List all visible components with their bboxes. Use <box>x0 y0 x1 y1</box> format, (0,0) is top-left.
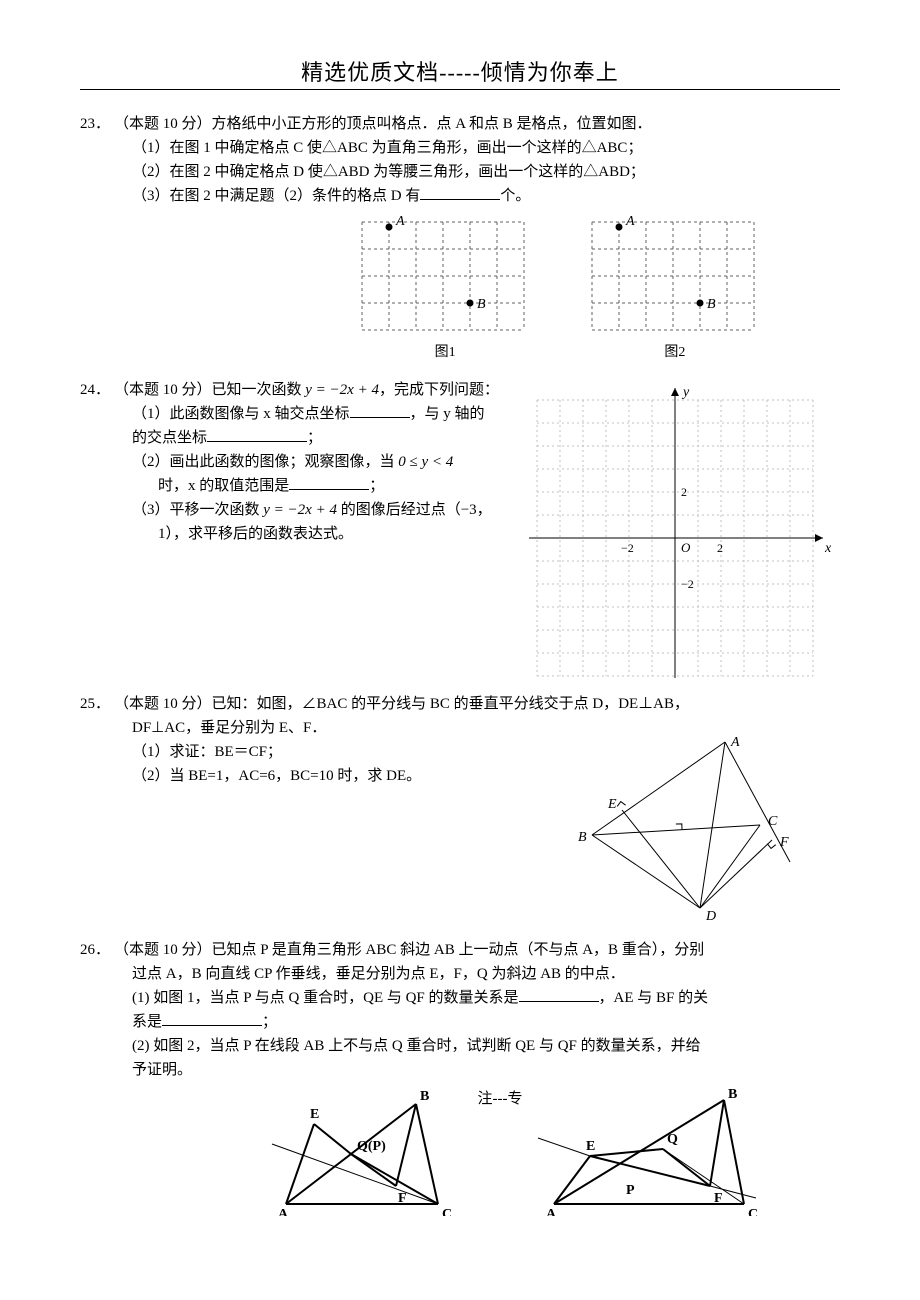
svg-text:F: F <box>398 1191 407 1206</box>
q26-num: 26． <box>80 938 114 962</box>
question-24: Ox y 2 −2 2 −2 24．（本题 10 分）已知一次函数 y = −2x + 4… <box>80 378 840 678</box>
q23-fig1-label: 图1 <box>350 342 540 364</box>
q25-figure: A B C D E F <box>560 730 810 920</box>
q23-stem-text: （本题 10 分）方格纸中小正方形的顶点叫格点．点 A 和点 B 是格点，位置如… <box>114 116 652 132</box>
q26-p1a: (1) 如图 1，当点 P 与点 Q 重合时，QE 与 QF 的数量关系是 <box>132 990 519 1006</box>
q23-stem: 23．（本题 10 分）方格纸中小正方形的顶点叫格点．点 A 和点 B 是格点，… <box>80 112 840 136</box>
header-rule <box>80 89 840 90</box>
question-26: 26．（本题 10 分）已知点 P 是直角三角形 ABC 斜边 AB 上一动点（… <box>80 938 840 1216</box>
q23-figures: AB 图1 AB 图2 <box>80 212 840 364</box>
q24-p1d: ； <box>307 430 322 446</box>
q23-p3b: 个。 <box>500 188 530 204</box>
q26-p1-line2: 系是 ； <box>80 1010 840 1034</box>
svg-text:−2: −2 <box>621 541 634 555</box>
q23-p3a: （3）在图 2 中满足题（2）条件的格点 D 有 <box>132 188 420 204</box>
svg-text:y: y <box>681 385 690 400</box>
q24-fn: y = −2x + 4 <box>305 382 379 398</box>
q23-p3: （3）在图 2 中满足题（2）条件的格点 D 有 个。 <box>80 184 840 208</box>
svg-text:D: D <box>705 909 716 920</box>
question-23: 23．（本题 10 分）方格纸中小正方形的顶点叫格点．点 A 和点 B 是格点，… <box>80 112 840 364</box>
q26-stem-text: （本题 10 分）已知点 P 是直角三角形 ABC 斜边 AB 上一动点（不与点… <box>114 942 704 958</box>
svg-text:B: B <box>420 1089 429 1104</box>
svg-text:2: 2 <box>717 541 723 555</box>
q26-p1c: 系是 <box>132 1014 162 1030</box>
svg-text:A: A <box>546 1207 557 1216</box>
q26-p1-line1: (1) 如图 1，当点 P 与点 Q 重合时，QE 与 QF 的数量关系是 ，AE… <box>80 986 840 1010</box>
q24-stem-b: ，完成下列问题： <box>379 382 499 398</box>
q26-mid-note: 注---专 <box>478 1091 523 1107</box>
q26-blank2[interactable] <box>162 1012 262 1026</box>
svg-text:−2: −2 <box>681 577 694 591</box>
q26-p2: (2) 如图 2，当点 P 在线段 AB 上不与点 Q 重合时，试判断 QE 与… <box>80 1034 840 1058</box>
svg-text:A: A <box>625 214 635 229</box>
q26-p1d: ； <box>262 1014 277 1030</box>
q24-p1b: ，与 y 轴的 <box>410 406 485 422</box>
svg-text:P: P <box>626 1183 635 1198</box>
q25-stem: 25．（本题 10 分）已知：如图，∠BAC 的平分线与 BC 的垂直平分线交于… <box>80 692 840 716</box>
q25-num: 25． <box>80 692 114 716</box>
svg-text:A: A <box>730 735 740 750</box>
svg-text:O: O <box>681 540 691 555</box>
q24-rng: 0 ≤ y < 4 <box>398 454 453 470</box>
q26-figures: A B C E F Q(P) 注---专 A B C E F Q P <box>80 1086 840 1216</box>
svg-text:C: C <box>768 814 778 829</box>
q23-grid1: AB <box>350 212 540 340</box>
q24-p3a: （3）平移一次函数 <box>132 502 263 518</box>
q26-stem: 26．（本题 10 分）已知点 P 是直角三角形 ABC 斜边 AB 上一动点（… <box>80 938 840 962</box>
svg-text:A: A <box>395 214 405 229</box>
q26-p2b: 予证明。 <box>80 1058 840 1082</box>
q23-blank[interactable] <box>420 186 500 200</box>
q24-axes: Ox y 2 −2 2 −2 <box>510 378 840 678</box>
svg-text:E: E <box>310 1107 319 1122</box>
svg-text:F: F <box>714 1191 723 1206</box>
svg-text:B: B <box>477 297 486 312</box>
q26-fig2: A B C E F Q P <box>534 1086 764 1216</box>
q26-fig1: A B C E F Q(P) <box>266 1086 466 1216</box>
svg-text:x: x <box>824 541 832 556</box>
q23-p1: （1）在图 1 中确定格点 C 使△ABC 为直角三角形，画出一个这样的△ABC… <box>80 136 840 160</box>
q23-fig2-label: 图2 <box>580 342 770 364</box>
svg-text:2: 2 <box>681 485 687 499</box>
q25-stem-text: （本题 10 分）已知：如图，∠BAC 的平分线与 BC 的垂直平分线交于点 D… <box>114 696 689 712</box>
q24-p2b: 时，x 的取值范围是 <box>158 478 289 494</box>
svg-text:B: B <box>728 1087 737 1102</box>
svg-text:Q(P): Q(P) <box>357 1139 386 1154</box>
q23-p2: （2）在图 2 中确定格点 D 使△ABD 为等腰三角形，画出一个这样的△ABD… <box>80 160 840 184</box>
svg-text:C: C <box>442 1207 452 1216</box>
q24-p1a: （1）此函数图像与 x 轴交点坐标 <box>132 406 350 422</box>
svg-text:E: E <box>607 797 617 812</box>
svg-text:F: F <box>779 835 789 850</box>
q24-blank1[interactable] <box>350 404 410 418</box>
svg-text:A: A <box>278 1207 289 1216</box>
q26-blank1[interactable] <box>519 988 599 1002</box>
q24-num: 24． <box>80 378 114 402</box>
q24-p2a: （2）画出此函数的图像；观察图像，当 <box>132 454 398 470</box>
q24-p1c: 的交点坐标 <box>132 430 207 446</box>
page-header-title: 精选优质文档-----倾情为你奉上 <box>80 55 840 87</box>
svg-text:E: E <box>586 1139 595 1154</box>
svg-text:B: B <box>707 297 716 312</box>
svg-text:C: C <box>748 1207 758 1216</box>
question-25: 25．（本题 10 分）已知：如图，∠BAC 的平分线与 BC 的垂直平分线交于… <box>80 692 840 920</box>
q24-fn2: y = −2x + 4 <box>263 502 337 518</box>
q24-blank3[interactable] <box>289 476 369 490</box>
q23-num: 23． <box>80 112 114 136</box>
q23-grid2: AB <box>580 212 770 340</box>
q26-p1b: ，AE 与 BF 的关 <box>599 990 709 1006</box>
q24-blank2[interactable] <box>207 428 307 442</box>
q24-p3b: 的图像后经过点（−3， <box>337 502 492 518</box>
svg-text:Q: Q <box>667 1132 678 1147</box>
q26-stem2: 过点 A，B 向直线 CP 作垂线，垂足分别为点 E，F，Q 为斜边 AB 的中… <box>80 962 840 986</box>
q24-p2c: ； <box>369 478 384 494</box>
q24-stem-a: （本题 10 分）已知一次函数 <box>114 382 305 398</box>
svg-text:B: B <box>578 830 587 845</box>
